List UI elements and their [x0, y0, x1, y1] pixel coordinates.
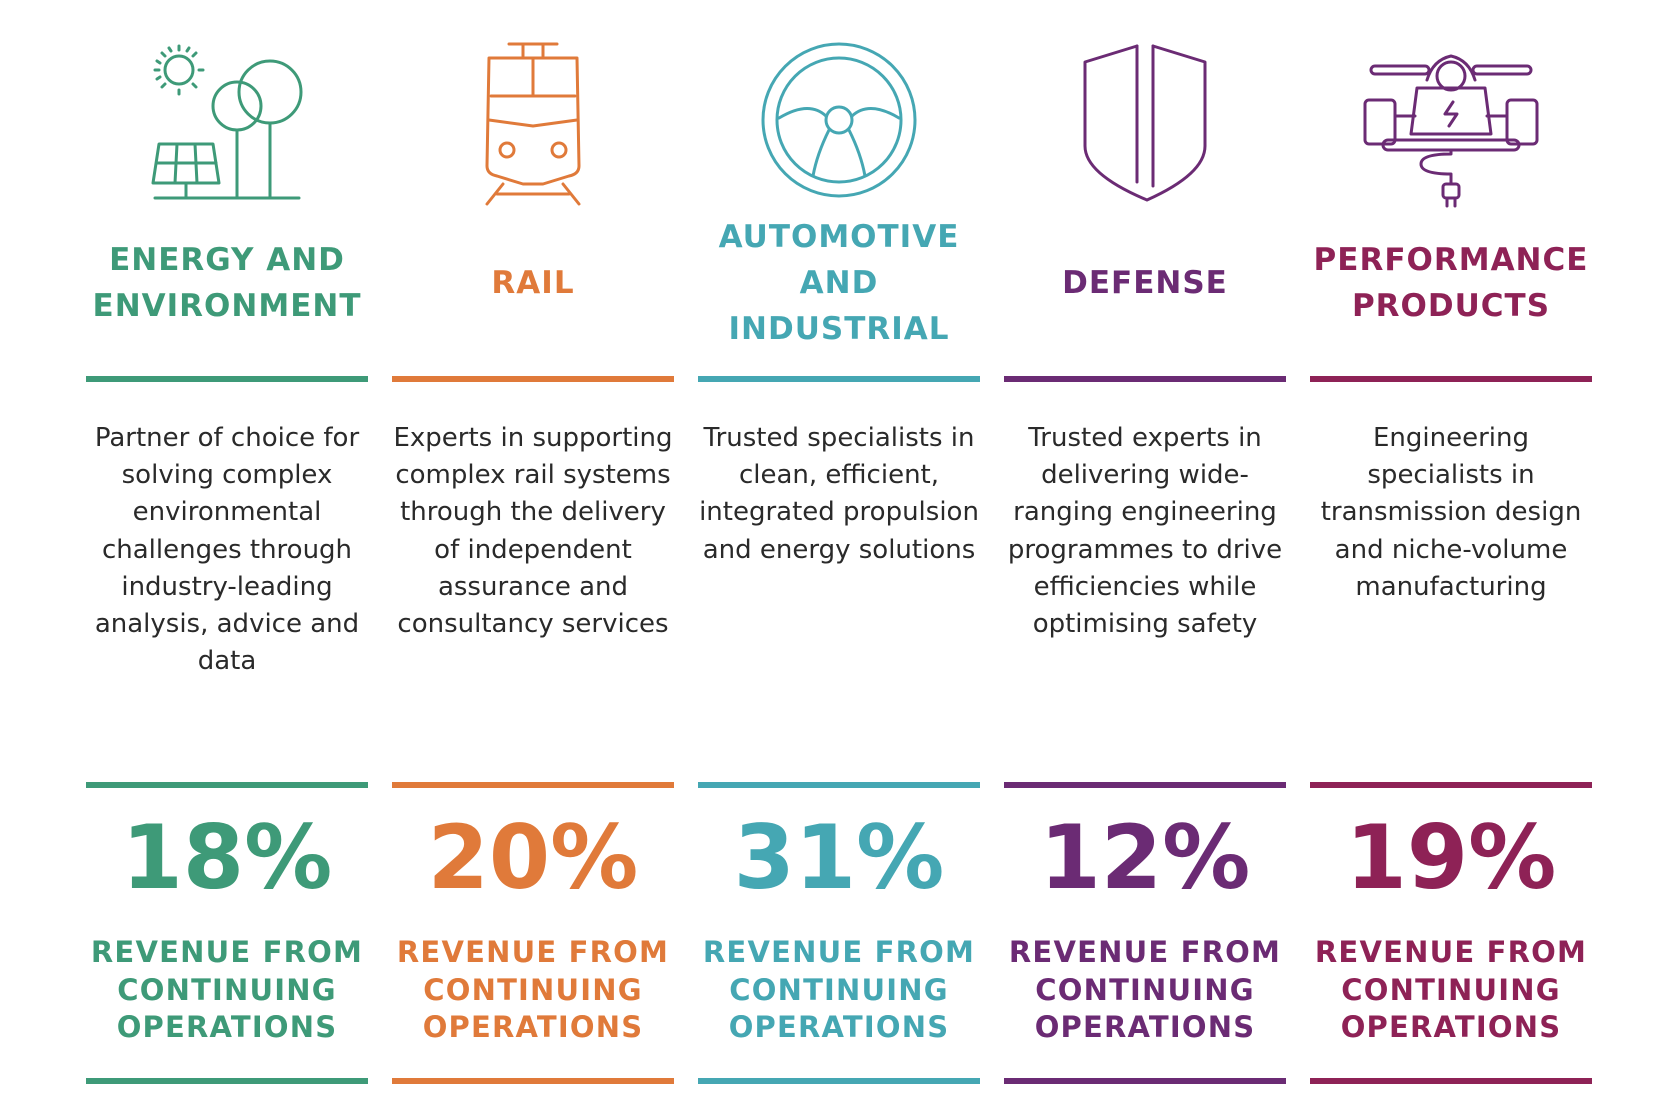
divider-middle: [86, 782, 368, 788]
sector-description: Trusted specialists in clean, efficient,…: [699, 423, 979, 565]
divider-bottom: [1004, 1078, 1286, 1084]
revenue-label: REVENUE FROM CONTINUING OPERATIONS: [702, 935, 976, 1044]
sector-title: RAIL: [491, 265, 575, 301]
revenue-label: REVENUE FROM CONTINUING OPERATIONS: [1008, 935, 1282, 1044]
divider-bottom: [392, 1078, 674, 1084]
electric-race-car-icon: [1361, 36, 1541, 216]
shield-icon: [1055, 36, 1235, 216]
revenue-percent: 12%: [1039, 806, 1251, 909]
divider-bottom: [698, 1078, 980, 1084]
revenue-percent: 18%: [121, 806, 333, 909]
divider-top: [1004, 376, 1286, 382]
revenue-label: REVENUE FROM CONTINUING OPERATIONS: [396, 935, 670, 1044]
revenue-percent: 31%: [733, 806, 945, 909]
sector-title: ENERGY AND ENVIRONMENT: [92, 242, 362, 324]
sector-title: PERFORMANCE PRODUCTS: [1313, 242, 1589, 324]
divider-top: [1310, 376, 1592, 382]
sector-title: DEFENSE: [1062, 265, 1228, 301]
sector-description: Experts in supporting complex rail syste…: [393, 423, 673, 640]
divider-bottom: [86, 1078, 368, 1084]
revenue-percent: 20%: [427, 806, 639, 909]
divider-top: [86, 376, 368, 382]
divider-middle: [1310, 782, 1592, 788]
sector-rail: RAIL Experts in supporting complex rail …: [392, 0, 674, 1106]
divider-middle: [1004, 782, 1286, 788]
divider-bottom: [1310, 1078, 1592, 1084]
divider-top: [698, 376, 980, 382]
sector-title: AUTOMOTIVE AND INDUSTRIAL: [718, 219, 960, 347]
steering-wheel-icon: [749, 36, 929, 216]
revenue-percent: 19%: [1345, 806, 1557, 909]
sector-description: Trusted experts in delivering wide-rangi…: [1007, 423, 1283, 640]
revenue-label: REVENUE FROM CONTINUING OPERATIONS: [1314, 935, 1588, 1044]
sectors-grid: ENERGY AND ENVIRONMENT Partner of choice…: [86, 0, 1592, 1106]
train-icon: [443, 36, 623, 216]
sector-description: Engineering specialists in transmission …: [1320, 423, 1582, 602]
divider-middle: [698, 782, 980, 788]
divider-middle: [392, 782, 674, 788]
sector-energy: ENERGY AND ENVIRONMENT Partner of choice…: [86, 0, 368, 1106]
sector-performance: PERFORMANCE PRODUCTS Engineering special…: [1310, 0, 1592, 1106]
solar-trees-icon: [137, 36, 317, 216]
divider-top: [392, 376, 674, 382]
sector-description: Partner of choice for solving complex en…: [94, 423, 360, 677]
sector-defense: DEFENSE Trusted experts in delivering wi…: [1004, 0, 1286, 1106]
sector-automotive: AUTOMOTIVE AND INDUSTRIAL Trusted specia…: [698, 0, 980, 1106]
revenue-label: REVENUE FROM CONTINUING OPERATIONS: [90, 935, 364, 1044]
